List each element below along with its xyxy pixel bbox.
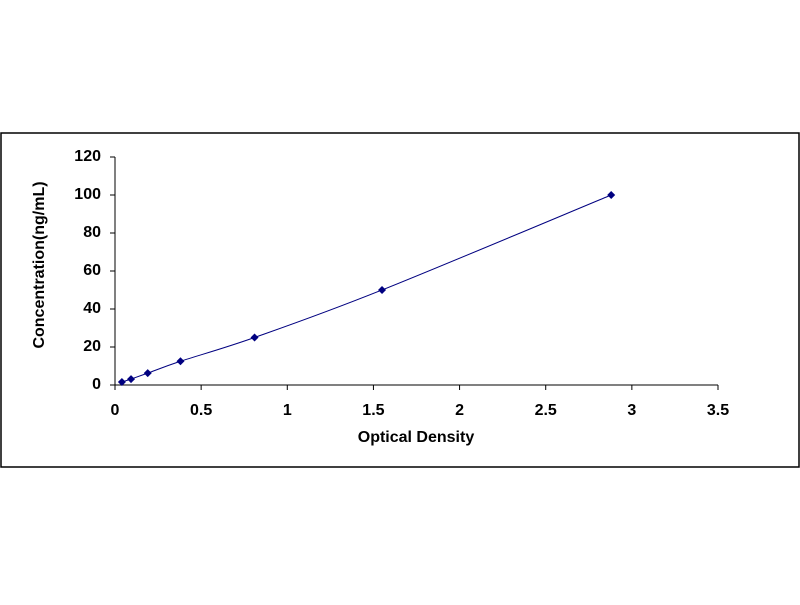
x-tick-label: 3 (627, 402, 636, 419)
data-point (127, 375, 136, 384)
data-point (143, 369, 152, 378)
chart-frame (0, 132, 800, 468)
x-axis-label: Optical Density (358, 429, 475, 446)
y-tick-label: 40 (83, 300, 101, 317)
x-tick-label: 3.5 (707, 402, 729, 419)
y-tick-label: 20 (83, 338, 101, 355)
x-tick-label: 2 (455, 402, 464, 419)
data-point (607, 191, 616, 199)
x-tick-label: 2.5 (535, 402, 557, 419)
y-axis-label: Concentration(ng/mL) (31, 181, 48, 348)
x-tick-label: 1.5 (362, 402, 384, 419)
x-tick-label: 0.5 (190, 402, 212, 419)
data-point (250, 333, 259, 342)
y-tick-label: 60 (83, 262, 101, 279)
data-point (176, 357, 185, 366)
y-tick-label: 0 (92, 376, 101, 393)
y-tick-label: 100 (74, 186, 101, 203)
data-point (378, 286, 387, 294)
x-tick-label: 0 (111, 402, 120, 419)
y-tick-label: 120 (74, 148, 101, 165)
x-tick-label: 1 (283, 402, 292, 419)
data-point (117, 378, 126, 387)
y-tick-label: 80 (83, 224, 101, 241)
